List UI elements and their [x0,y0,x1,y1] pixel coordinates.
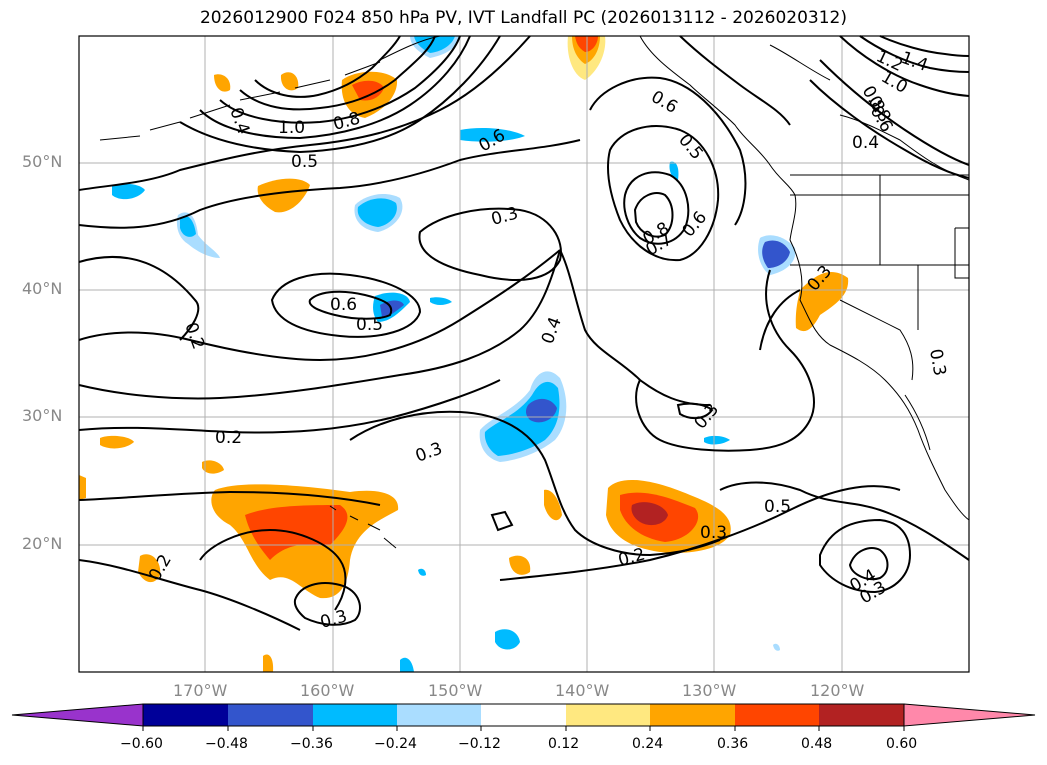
contour-label: 0.4 [852,133,879,153]
colorbar-tick-label: −0.12 [458,736,501,752]
lon-label: 140°W [555,681,610,700]
contour-label: 0.3 [925,347,949,377]
colorbar-tick-label: 0.60 [886,736,918,752]
colorbar-tick-label: −0.48 [205,736,248,752]
contour-label: 0.6 [330,295,357,315]
colorbar-tick-label: 0.36 [717,736,749,752]
lon-label: 150°W [428,681,483,700]
lon-label: 130°W [682,681,737,700]
colorbar-tick-label: −0.60 [120,736,163,752]
colorbar-tick-label: 0.12 [548,736,580,752]
lat-label: 30°N [22,406,63,425]
lat-label: 40°N [22,279,63,298]
contour-label: 0.5 [291,152,318,172]
colorbar-tick-label: 0.24 [632,736,664,752]
lat-label: 50°N [22,152,63,171]
colorbar-tick-label: 0.48 [801,736,833,752]
map-title: 2026012900 F024 850 hPa PV, IVT Landfall… [199,8,847,28]
lon-label: 120°W [810,681,865,700]
contour-lines [78,35,970,631]
coastlines [99,35,970,549]
contour-label: 0.5 [356,315,383,335]
contour-label: 0.3 [700,523,727,543]
lon-label: 160°W [300,681,355,700]
lon-label: 170°W [173,681,228,700]
contour-label: 1.0 [278,118,305,138]
contour-label: 0.5 [764,497,791,517]
colorbar [11,703,1036,731]
contour-label: 0.2 [215,428,242,448]
map-frame [78,35,970,673]
lat-label: 20°N [22,534,63,553]
colorbar-tick-label: −0.36 [290,736,333,752]
colorbar-tick-label: −0.24 [374,736,417,752]
